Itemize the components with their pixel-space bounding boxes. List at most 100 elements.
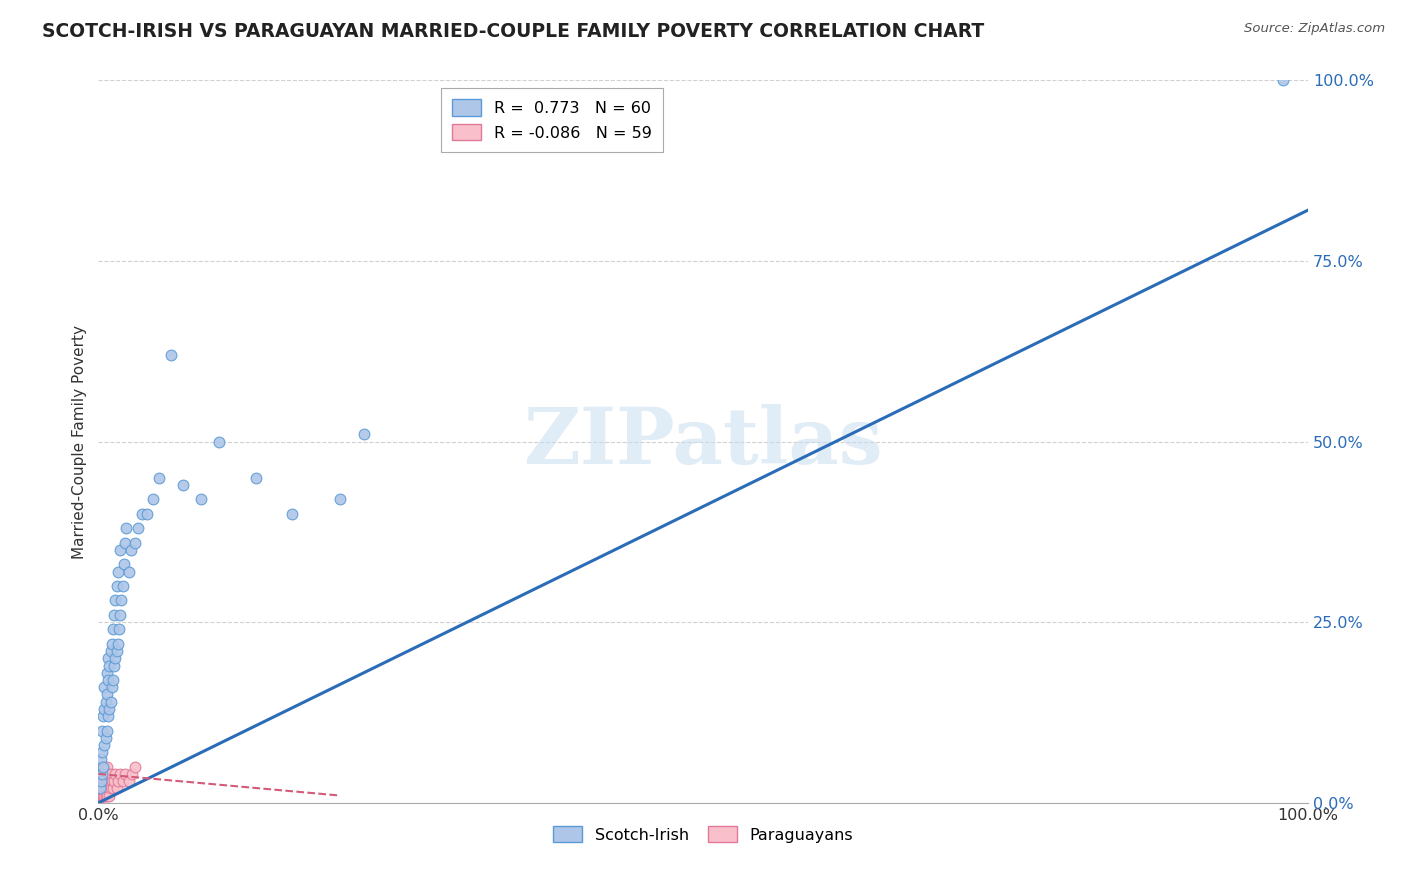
Point: [91, 781, 114, 796]
Point: [131, 507, 153, 521]
Point: [89, 789, 111, 803]
Point: [100, 695, 122, 709]
Point: [100, 644, 122, 658]
Point: [100, 680, 122, 694]
Point: [94, 789, 117, 803]
Point: [91, 781, 114, 796]
Point: [111, 579, 134, 593]
Point: [114, 767, 136, 781]
Point: [329, 492, 352, 507]
Point: [108, 607, 131, 622]
Point: [94, 731, 117, 745]
Point: [91, 774, 114, 789]
Point: [108, 542, 131, 557]
Point: [90, 789, 112, 803]
Point: [90, 789, 112, 803]
Point: [91, 789, 114, 803]
Point: [96, 723, 118, 738]
Point: [96, 789, 118, 803]
Point: [89, 767, 111, 781]
Point: [90, 774, 112, 789]
Point: [89, 760, 111, 774]
Point: [91, 767, 114, 781]
Point: [96, 665, 118, 680]
Point: [124, 535, 146, 549]
Point: [90, 752, 112, 766]
Point: [108, 767, 131, 781]
Point: [100, 637, 122, 651]
Point: [89, 774, 111, 789]
Point: [190, 492, 212, 507]
Point: [91, 709, 114, 723]
Point: [100, 774, 122, 789]
Point: [91, 745, 114, 759]
Y-axis label: Married-Couple Family Poverty: Married-Couple Family Poverty: [72, 325, 87, 558]
Legend: Scotch-Irish, Paraguayans: Scotch-Irish, Paraguayans: [547, 820, 859, 849]
Point: [98, 774, 121, 789]
Point: [91, 774, 114, 789]
Point: [89, 781, 111, 796]
Text: ZIPatlas: ZIPatlas: [523, 403, 883, 480]
Point: [111, 774, 134, 789]
Point: [89, 789, 111, 803]
Point: [93, 760, 115, 774]
Point: [112, 558, 135, 572]
Text: SCOTCH-IRISH VS PARAGUAYAN MARRIED-COUPLE FAMILY POVERTY CORRELATION CHART: SCOTCH-IRISH VS PARAGUAYAN MARRIED-COUPL…: [42, 22, 984, 41]
Point: [93, 738, 115, 752]
Point: [172, 478, 194, 492]
Point: [103, 658, 125, 673]
Point: [114, 535, 136, 549]
Point: [108, 623, 131, 637]
Point: [91, 723, 114, 738]
Point: [115, 521, 138, 535]
Point: [103, 774, 125, 789]
Point: [93, 680, 115, 694]
Point: [118, 774, 141, 789]
Point: [89, 781, 111, 796]
Point: [91, 789, 114, 803]
Point: [1272, 73, 1295, 87]
Point: [107, 565, 129, 579]
Point: [97, 781, 120, 796]
Point: [118, 565, 141, 579]
Point: [107, 774, 129, 789]
Point: [281, 507, 304, 521]
Point: [90, 781, 112, 796]
Point: [89, 789, 111, 803]
Point: [160, 348, 183, 362]
Point: [97, 651, 120, 665]
Point: [93, 702, 115, 716]
Point: [127, 521, 149, 535]
Point: [104, 651, 127, 665]
Point: [124, 760, 146, 774]
Point: [101, 781, 124, 796]
Point: [96, 774, 118, 789]
Point: [101, 623, 124, 637]
Point: [91, 767, 114, 781]
Point: [110, 593, 132, 607]
Point: [103, 607, 125, 622]
Point: [100, 767, 122, 781]
Point: [90, 774, 112, 789]
Point: [142, 492, 165, 507]
Point: [96, 760, 118, 774]
Point: [91, 760, 114, 774]
Point: [94, 781, 117, 796]
Point: [91, 789, 114, 803]
Point: [90, 781, 112, 796]
Point: [89, 781, 111, 796]
Point: [245, 470, 267, 484]
Point: [107, 637, 129, 651]
Point: [100, 781, 122, 796]
Point: [93, 789, 115, 803]
Point: [91, 767, 114, 781]
Point: [93, 774, 115, 789]
Point: [89, 789, 111, 803]
Point: [353, 427, 375, 442]
Point: [97, 709, 120, 723]
Point: [98, 789, 121, 803]
Point: [104, 767, 127, 781]
Point: [98, 702, 121, 716]
Point: [97, 767, 120, 781]
Point: [89, 781, 111, 796]
